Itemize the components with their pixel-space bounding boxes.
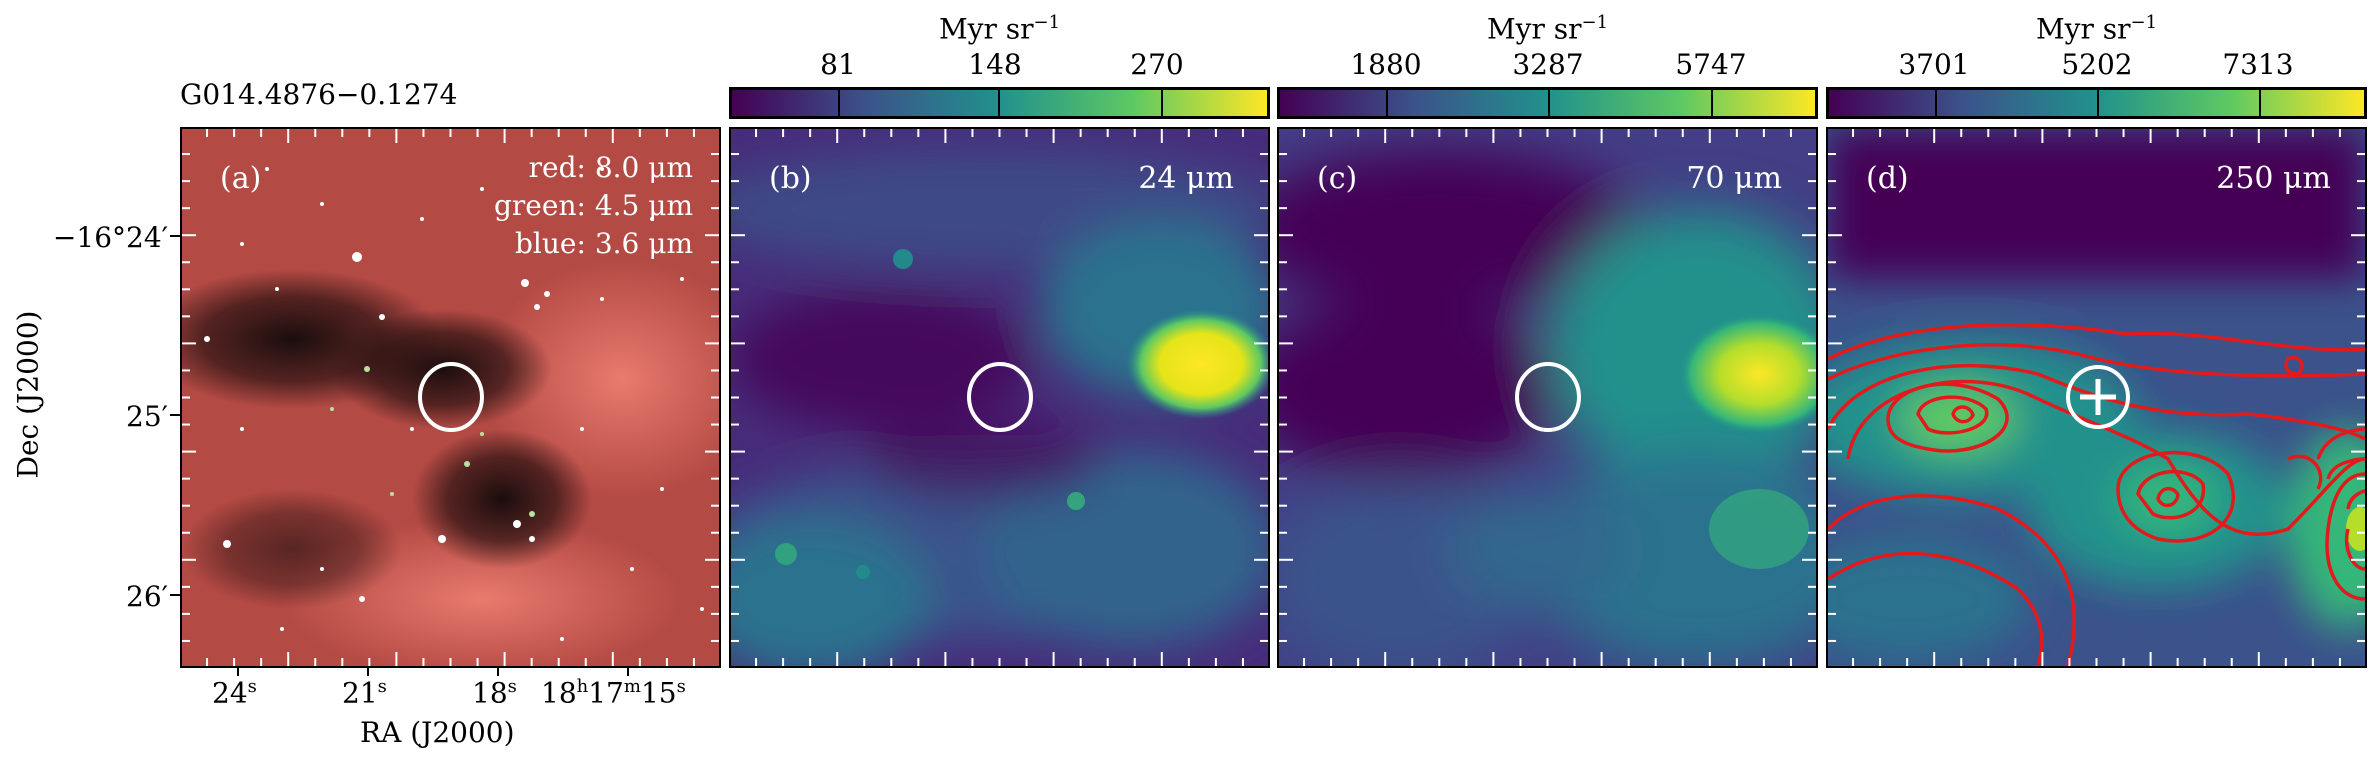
panel-label: (c) [1317,161,1358,196]
colorbar-tick-label: 5202 [2061,48,2133,81]
panel-label: (b) [769,161,812,196]
colorbar-tick-label: 7313 [2222,48,2294,81]
x-tick-label: 18s [472,676,517,710]
y-axis-label: Dec (J2000) [11,310,45,479]
x-tick-label: 21s [342,676,387,710]
colorbar-tick-label: 1880 [1350,48,1422,81]
band-label: 24 μm [1138,161,1234,196]
panel-a-rgb-image: (a) red: 8.0 μm green: 4.5 μm blue: 3.6 … [180,127,721,668]
colorbar-tick-label: 5747 [1675,48,1747,81]
y-tick-label: 25′ [126,400,168,433]
y-tick-label: −16°24′ [52,221,168,254]
panel-c-70um-image: (c) 70 μm [1277,127,1818,668]
x-tick-label: 18h17m15s [541,676,686,710]
panel-d-250um-image: (d) 250 μm [1826,127,2367,668]
x-tick-label: 24s [212,676,257,710]
x-axis-label: RA (J2000) [360,716,515,749]
panel-label: (d) [1866,161,1909,196]
colorbar-unit: Myr sr−1 [2035,12,2158,46]
panel-label: (a) [220,161,262,196]
colorbar-tick-label: 81 [820,48,856,81]
band-label: 250 μm [2216,161,2331,196]
colorbar-tick-label: 3287 [1512,48,1584,81]
band-label: 70 μm [1686,161,1782,196]
colorbar-gradient [1826,87,2367,119]
rgb-green-label: green: 4.5 μm [494,189,693,222]
y-tick-label: 26′ [126,580,168,613]
colorbar-gradient [729,87,1270,119]
rgb-red-label: red: 8.0 μm [528,151,693,184]
rgb-legend: red: 8.0 μm green: 4.5 μm blue: 3.6 μm [494,149,693,263]
panel-b-24um-image: (b) 24 μm [729,127,1270,668]
colorbar-tick-label: 3701 [1898,48,1970,81]
rgb-blue-label: blue: 3.6 μm [515,227,693,260]
colorbar-tick-label: 270 [1130,48,1184,81]
colorbar-unit: Myr sr−1 [938,12,1061,46]
source-label: G014.4876−0.1274 [180,78,458,111]
colorbar-unit: Myr sr−1 [1486,12,1609,46]
colorbar-gradient [1277,87,1818,119]
colorbar-tick-label: 148 [968,48,1022,81]
